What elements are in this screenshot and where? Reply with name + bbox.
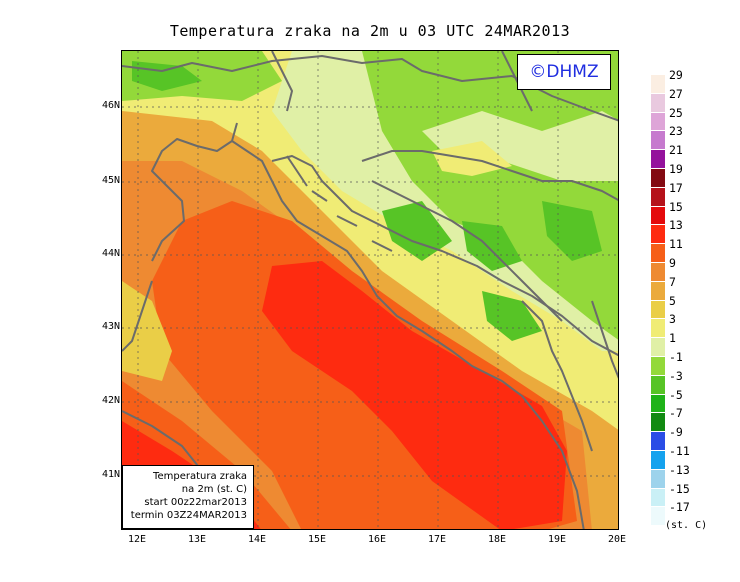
map-title: Temperatura zraka na 2m u 03 UTC 24MAR20… (169, 22, 571, 40)
legend-label: -7 (669, 406, 683, 421)
legend-label: 9 (669, 256, 676, 270)
coastlines-borders (122, 51, 618, 529)
field-m3-a (382, 201, 452, 261)
legend-label: 7 (669, 274, 676, 289)
legend-swatch (651, 112, 665, 132)
legend-swatch (651, 338, 665, 357)
lat-label-43n: 43N (101, 321, 120, 332)
field-m3-b (462, 221, 522, 271)
lon-label-19e: 19E (547, 534, 567, 545)
lat-label-44n: 44N (101, 248, 120, 259)
lon-label-16e: 16E (367, 534, 387, 545)
legend-swatch (651, 432, 665, 451)
info-line-4: termin 03Z24MAR2013 (130, 510, 247, 521)
legend-label: 15 (669, 199, 683, 214)
graticule (122, 51, 618, 529)
legend-label: 19 (669, 162, 683, 176)
info-box: Temperatura zraka na 2m (st. C) start 00… (122, 465, 254, 529)
legend-label: 1 (669, 331, 676, 346)
legend-label: 5 (669, 293, 676, 308)
legend-label: 11 (669, 237, 683, 252)
legend-swatch (651, 75, 665, 94)
lon-label-20e: 20E (607, 534, 627, 545)
legend-swatch (651, 187, 665, 207)
temperature-field (122, 51, 618, 529)
legend-swatch (651, 150, 665, 169)
legend-swatch (651, 357, 665, 376)
legend-label: -17 (669, 500, 690, 515)
temperature-map (121, 50, 619, 530)
legend-swatch (651, 507, 665, 527)
legend-swatch (651, 300, 665, 320)
legend-label: 17 (669, 180, 683, 195)
legend-label: 27 (669, 86, 683, 101)
dhmz-logo: ©DHMZ (517, 54, 611, 90)
legend-label: -3 (669, 368, 683, 383)
legend-label: -5 (669, 387, 683, 402)
legend-label: -15 (669, 481, 690, 496)
field-1-pannonia (422, 111, 618, 181)
info-line-3: start 00z22mar2013 (144, 497, 247, 508)
legend-swatch (651, 488, 665, 508)
legend-label: 29 (669, 68, 683, 82)
legend-swatch (651, 319, 665, 339)
legend-label: 3 (669, 312, 676, 327)
lon-label-13e: 13E (187, 534, 207, 545)
legend-swatch (651, 263, 665, 282)
legend-swatch (651, 281, 665, 301)
legend-label: -9 (669, 425, 683, 440)
field-m3-c (542, 201, 602, 261)
legend-label: -11 (669, 444, 690, 458)
legend-label: -1 (669, 350, 683, 364)
legend-swatch (651, 451, 665, 470)
lon-label-17e: 17E (427, 534, 447, 545)
legend-swatch (651, 394, 665, 414)
legend-swatch (651, 413, 665, 433)
lon-label-15e: 15E (307, 534, 327, 545)
field-m1 (362, 51, 618, 340)
legend-label: 23 (669, 124, 683, 139)
legend-unit: (st. C) (665, 520, 708, 531)
lat-label-46n: 46N (101, 100, 120, 111)
legend-label: 25 (669, 105, 683, 120)
lat-label-41n: 41N (101, 469, 120, 480)
field-m3-d (482, 291, 542, 341)
lon-label-12e: 12E (127, 534, 147, 545)
legend-swatch (651, 206, 665, 226)
legend-swatch (651, 131, 665, 151)
legend-swatch (651, 244, 665, 263)
lon-label-14e: 14E (247, 534, 267, 545)
legend-label: 21 (669, 143, 683, 158)
legend-swatch (651, 169, 665, 188)
legend-label: -13 (669, 462, 690, 477)
lat-label-42n: 42N (101, 395, 120, 406)
legend-label: 13 (669, 218, 683, 233)
info-line-1: Temperatura zraka (153, 471, 247, 482)
legend-swatch (651, 469, 665, 489)
field-italy (122, 281, 172, 381)
lon-label-18e: 18E (487, 534, 507, 545)
lat-label-45n: 45N (101, 175, 120, 186)
legend-swatch (651, 93, 665, 113)
legend-swatch (651, 225, 665, 245)
info-line-2: na 2m (st. C) (181, 484, 247, 495)
legend-swatch (651, 375, 665, 395)
